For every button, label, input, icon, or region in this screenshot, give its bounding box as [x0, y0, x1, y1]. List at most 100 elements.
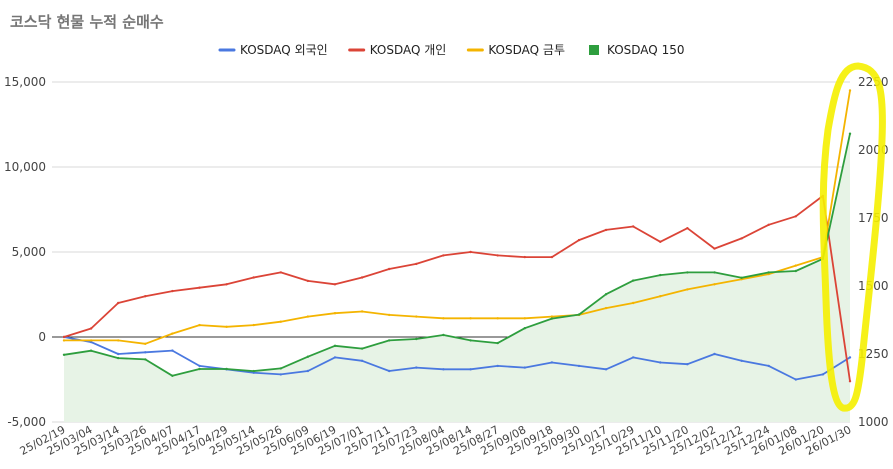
data-point — [523, 366, 526, 369]
data-point — [659, 295, 662, 298]
yellow-highlight-annotation — [819, 62, 886, 412]
series-line — [63, 336, 851, 381]
data-point — [523, 327, 526, 330]
data-point — [550, 255, 554, 259]
y-left-tick-label: -5,000 — [7, 415, 46, 429]
data-point — [632, 225, 635, 228]
data-point — [686, 227, 689, 230]
data-point — [848, 380, 852, 383]
legend-label: KOSDAQ 개인 — [370, 43, 447, 57]
data-point — [794, 215, 797, 218]
legend: KOSDAQ 외국인 KOSDAQ 개인 KOSDAQ 금투 KOSDAQ 150 — [218, 43, 684, 57]
data-point — [469, 339, 472, 342]
data-point — [415, 262, 418, 266]
data-point — [415, 315, 418, 318]
data-point — [360, 359, 364, 362]
data-point — [632, 279, 635, 282]
y-left-tick-label: 5,000 — [12, 245, 46, 259]
data-point — [306, 279, 310, 283]
data-point — [117, 301, 120, 305]
data-point — [117, 356, 120, 360]
data-point — [848, 356, 852, 359]
data-point — [496, 317, 499, 320]
data-point — [89, 339, 93, 342]
data-point — [794, 264, 797, 267]
data-point — [577, 238, 581, 242]
data-point — [713, 283, 716, 286]
data-point — [469, 317, 472, 320]
data-point — [279, 271, 282, 274]
data-point — [740, 237, 743, 240]
data-point — [550, 361, 554, 364]
data-point — [225, 367, 228, 371]
data-point — [333, 344, 337, 347]
data-point — [442, 368, 445, 371]
data-point — [62, 335, 66, 339]
data-point — [252, 276, 255, 279]
series-area-kosdaq150 — [64, 133, 850, 422]
data-point — [279, 373, 282, 376]
legend-label: KOSDAQ 금투 — [488, 43, 565, 57]
data-point — [496, 364, 499, 368]
data-point — [469, 250, 472, 254]
data-point — [415, 366, 418, 369]
data-point — [360, 276, 364, 279]
data-point — [117, 352, 120, 356]
data-point — [632, 356, 635, 359]
data-point — [360, 347, 364, 350]
y-right-tick-label: 1000 — [858, 415, 889, 429]
data-point — [767, 272, 770, 276]
annotation-layer — [819, 62, 886, 412]
data-point — [577, 313, 581, 316]
y-left-tick-label: 15,000 — [4, 75, 46, 89]
data-point — [442, 333, 445, 337]
data-point — [848, 132, 852, 135]
y-left-tick-label: 10,000 — [4, 160, 46, 174]
series-line — [63, 133, 851, 377]
data-point — [171, 349, 174, 352]
legend-label: KOSDAQ 150 — [607, 43, 684, 57]
data-point — [89, 340, 93, 344]
data-point — [171, 374, 174, 377]
data-point — [659, 361, 662, 364]
data-point — [198, 323, 201, 327]
data-point — [225, 283, 228, 286]
data-point — [767, 364, 770, 368]
data-point — [767, 223, 770, 226]
data-point — [821, 373, 825, 376]
data-point — [794, 378, 797, 381]
data-point — [550, 315, 554, 318]
data-point — [360, 310, 364, 313]
data-point — [794, 269, 797, 273]
data-point — [306, 315, 310, 318]
y-left-tick-label: 0 — [38, 330, 46, 344]
legend-swatch — [589, 45, 599, 55]
data-point — [686, 271, 689, 274]
data-point — [62, 353, 66, 356]
data-point — [767, 271, 770, 274]
data-point — [89, 349, 93, 352]
data-point — [225, 325, 228, 328]
data-point — [198, 286, 201, 289]
data-point — [604, 368, 608, 371]
data-point — [713, 352, 716, 356]
data-point — [523, 317, 526, 320]
data-point — [144, 358, 147, 361]
data-point — [306, 355, 310, 358]
data-point — [279, 367, 282, 370]
data-point — [686, 288, 689, 291]
data-point — [198, 364, 201, 368]
data-point — [577, 364, 581, 368]
data-point — [686, 363, 689, 366]
data-point — [144, 351, 147, 354]
series-line — [64, 90, 851, 345]
data-point — [171, 332, 174, 335]
data-point — [442, 317, 445, 320]
legend-label: KOSDAQ 외국인 — [240, 43, 328, 57]
data-point — [333, 356, 337, 359]
data-point — [659, 273, 662, 277]
data-point — [117, 339, 120, 342]
data-point — [848, 89, 852, 92]
